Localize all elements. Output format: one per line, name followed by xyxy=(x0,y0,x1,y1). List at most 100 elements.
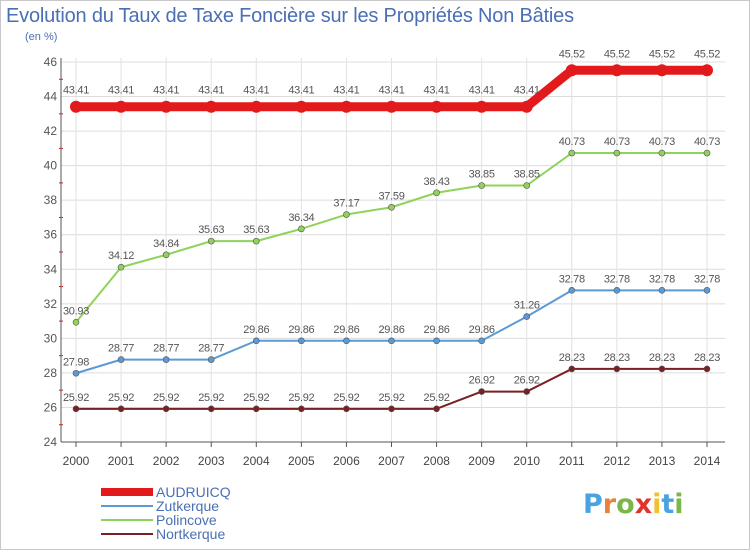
data-label-nortkerque: 26.92 xyxy=(514,375,540,387)
data-label-audruicq: 43.41 xyxy=(424,85,450,97)
y-tick-label: 40 xyxy=(44,159,58,173)
data-point-audruicq xyxy=(475,100,488,113)
legend-item-nortkerque[interactable]: Nortkerque xyxy=(101,526,361,542)
data-point-zutkerque xyxy=(72,369,80,377)
data-label-nortkerque: 28.23 xyxy=(694,352,720,364)
data-point-nortkerque xyxy=(613,365,621,373)
legend-label-audruicq: AUDRUICQ xyxy=(156,484,231,500)
x-tick-label: 2007 xyxy=(378,454,405,468)
data-label-zutkerque: 29.86 xyxy=(243,324,269,336)
x-tick-label: 2013 xyxy=(649,454,676,468)
data-label-zutkerque: 32.78 xyxy=(649,273,675,285)
data-point-nortkerque xyxy=(658,365,666,373)
x-tick-label: 2001 xyxy=(108,454,135,468)
chart-title: Evolution du Taux de Taxe Foncière sur l… xyxy=(6,5,574,27)
x-tick-label: 2008 xyxy=(423,454,450,468)
legend-swatch-audruicq xyxy=(101,488,153,496)
y-tick-label: 28 xyxy=(44,366,58,380)
y-tick-label: 24 xyxy=(44,435,58,449)
x-tick-label: 2005 xyxy=(288,454,315,468)
x-tick-label: 2006 xyxy=(333,454,360,468)
data-label-polincove: 35.63 xyxy=(243,224,269,236)
data-label-polincove: 40.73 xyxy=(694,136,720,148)
logo-letter: x xyxy=(634,489,653,520)
data-label-zutkerque: 29.86 xyxy=(469,324,495,336)
data-point-nortkerque xyxy=(343,405,350,413)
data-point-audruicq xyxy=(565,64,578,77)
data-label-nortkerque: 25.92 xyxy=(198,392,224,404)
data-point-polincove xyxy=(523,182,531,189)
proxiti-logo: Proxiti xyxy=(583,489,684,520)
data-label-polincove: 40.73 xyxy=(649,136,675,148)
data-point-nortkerque xyxy=(252,405,260,413)
data-point-zutkerque xyxy=(433,337,440,345)
data-label-audruicq: 45.52 xyxy=(604,48,630,60)
data-point-audruicq xyxy=(340,100,353,113)
data-label-zutkerque: 29.86 xyxy=(288,324,314,336)
y-tick-label: 36 xyxy=(44,228,58,242)
legend-label-nortkerque: Nortkerque xyxy=(156,526,226,542)
data-label-polincove: 38.43 xyxy=(424,176,450,188)
data-point-zutkerque xyxy=(478,337,485,345)
data-label-polincove: 40.73 xyxy=(559,136,585,148)
data-point-polincove xyxy=(658,149,666,157)
data-label-audruicq: 45.52 xyxy=(649,48,675,60)
data-point-nortkerque xyxy=(72,405,80,413)
data-point-audruicq xyxy=(385,100,398,113)
data-point-nortkerque xyxy=(207,405,215,413)
data-label-audruicq: 43.41 xyxy=(153,85,179,97)
data-point-audruicq xyxy=(701,64,713,77)
data-label-nortkerque: 25.92 xyxy=(63,392,89,404)
x-tick-label: 2000 xyxy=(63,454,90,468)
data-label-polincove: 40.73 xyxy=(604,136,630,148)
data-point-polincove xyxy=(72,318,80,326)
data-point-audruicq xyxy=(520,100,533,113)
data-label-polincove: 37.17 xyxy=(333,198,359,210)
data-label-zutkerque: 32.78 xyxy=(559,273,585,285)
legend-label-polincove: Polincove xyxy=(156,512,217,528)
data-point-polincove xyxy=(433,189,440,197)
data-point-polincove xyxy=(568,149,576,157)
data-label-nortkerque: 28.23 xyxy=(604,352,630,364)
data-point-audruicq xyxy=(430,100,443,113)
x-tick-label: 2002 xyxy=(153,454,180,468)
legend-item-polincove[interactable]: Polincove xyxy=(101,512,361,528)
data-point-zutkerque xyxy=(568,287,576,294)
data-point-zutkerque xyxy=(388,337,395,345)
data-label-nortkerque: 25.92 xyxy=(243,392,269,404)
data-point-nortkerque xyxy=(162,405,170,413)
data-label-polincove: 37.59 xyxy=(378,190,404,202)
data-label-polincove: 34.84 xyxy=(153,238,179,250)
data-point-audruicq xyxy=(205,100,218,113)
data-point-audruicq xyxy=(115,100,128,113)
data-label-nortkerque: 25.92 xyxy=(153,392,179,404)
legend: AUDRUICQ Zutkerque Polincove Nortkerque xyxy=(101,484,361,542)
legend-swatch-nortkerque xyxy=(101,533,153,535)
data-label-nortkerque: 25.92 xyxy=(108,392,134,404)
data-label-polincove: 38.85 xyxy=(514,169,540,181)
data-point-zutkerque xyxy=(703,287,711,294)
legend-item-audruicq[interactable]: AUDRUICQ xyxy=(101,484,361,500)
data-point-zutkerque xyxy=(252,337,260,345)
data-label-polincove: 36.34 xyxy=(288,212,314,224)
data-point-zutkerque xyxy=(613,287,621,294)
legend-item-zutkerque[interactable]: Zutkerque xyxy=(101,498,361,514)
logo-letter: i xyxy=(652,489,662,520)
data-point-zutkerque xyxy=(343,337,350,345)
legend-swatch-polincove xyxy=(101,519,153,521)
data-point-audruicq xyxy=(295,100,308,113)
data-point-polincove xyxy=(388,203,395,211)
data-label-audruicq: 43.41 xyxy=(378,85,404,97)
y-tick-label: 30 xyxy=(44,331,58,345)
data-label-zutkerque: 29.86 xyxy=(333,324,359,336)
data-point-polincove xyxy=(298,225,305,233)
data-label-audruicq: 43.41 xyxy=(469,85,495,97)
data-label-polincove: 34.12 xyxy=(108,250,134,262)
y-tick-label: 46 xyxy=(44,55,58,69)
plot-area xyxy=(61,58,725,442)
data-point-audruicq xyxy=(160,100,173,113)
data-label-audruicq: 45.52 xyxy=(694,48,720,60)
data-label-zutkerque: 29.86 xyxy=(378,324,404,336)
data-point-nortkerque xyxy=(568,365,576,373)
